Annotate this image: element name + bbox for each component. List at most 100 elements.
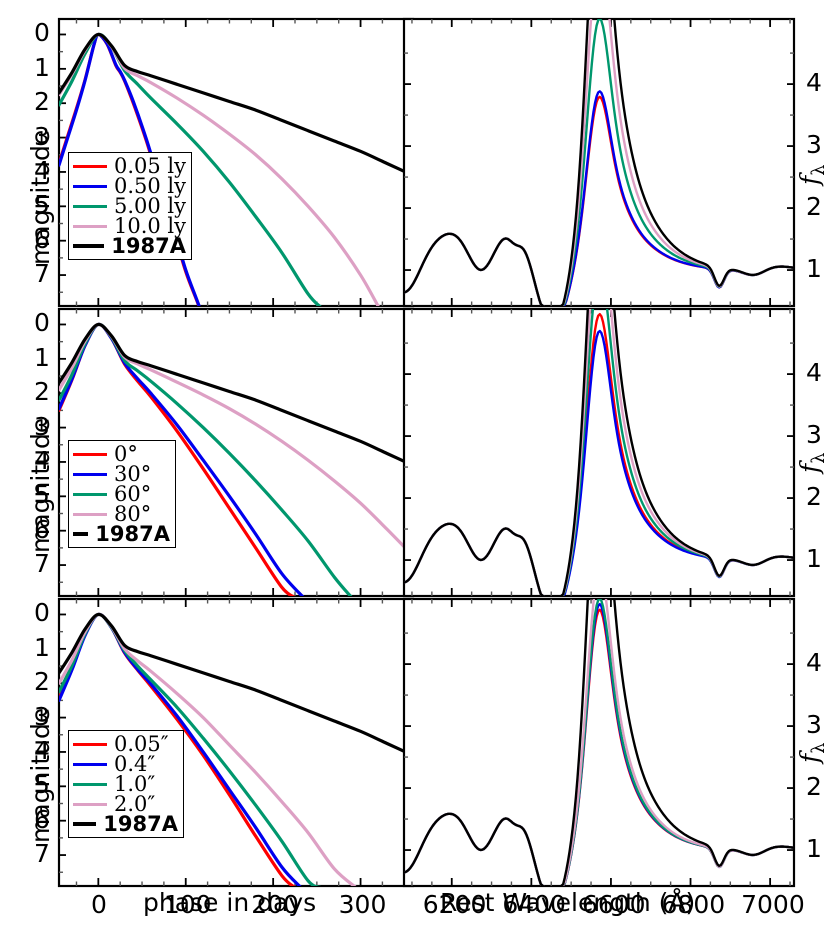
legend-entry-label: 0.4″ [114, 752, 156, 776]
right-y-tick-label: 3 [806, 130, 822, 160]
left-x-tick-label: 200 [251, 890, 299, 919]
left-y-tick-label: 5 [34, 190, 50, 220]
spectrum-column [402, 17, 796, 888]
left-y-tick-label: 4 [34, 445, 50, 475]
left-x-tick-label: 300 [338, 890, 387, 919]
legend-color-swatch [73, 802, 107, 806]
legend-entry-label: 2.0″ [114, 792, 156, 816]
left-y-tick-label: 1 [34, 52, 50, 82]
right-y-tick-label: 1 [806, 254, 822, 284]
right-y-tick-label: 4 [806, 648, 822, 678]
legend-color-swatch [73, 244, 105, 248]
legend-entry-label: 0° [114, 442, 138, 466]
left-x-axis-title: phase in days [143, 888, 317, 917]
left-y-tick-label: 1 [34, 632, 50, 662]
right-y-axis-title-2: fλ [795, 452, 829, 473]
legend-color-swatch [73, 822, 97, 826]
left-y-tick-label: 5 [34, 480, 50, 510]
left-y-tick-label: 3 [34, 701, 50, 731]
legend-color-swatch [73, 742, 107, 746]
right-y-tick-label: 4 [806, 358, 822, 388]
right-y-axis-title-3: fλ [795, 742, 829, 763]
legend-color-swatch [73, 452, 107, 456]
right-y-tick-label: 2 [806, 772, 822, 802]
left-y-tick-label: 5 [34, 770, 50, 800]
legend-color-swatch [73, 164, 107, 168]
left-x-tick-label: 100 [163, 890, 212, 919]
left-y-tick-label: 6 [34, 514, 50, 544]
legend-entry-label: 1.0″ [114, 772, 156, 796]
right-x-tick-label: 6800 [661, 890, 726, 919]
legend-panel-3: 0.05″ 0.4″ 1.0″ 2.0″ 1987A [68, 730, 184, 838]
legend-entry: 0° [73, 442, 170, 466]
legend-entry: 0.05″ [73, 732, 178, 756]
legend-entry-label: 5.00 ly [113, 194, 186, 218]
left-y-tick-label: 0 [34, 308, 50, 338]
legend-panel-2: 0° 30° 60° 80° 1987A [68, 440, 176, 548]
legend-color-swatch [73, 204, 107, 208]
legend-entry: 1.0″ [73, 772, 178, 796]
left-y-tick-label: 3 [34, 411, 50, 441]
left-y-tick-label: 2 [34, 87, 50, 117]
right-y-tick-label: 2 [806, 192, 822, 222]
legend-entry-label: 1987A [103, 812, 178, 836]
right-x-axis-title: Rest Wavelength (Å) [440, 888, 696, 917]
legend-panel-1: 0.05 ly 0.50 ly 5.00 ly 10.0 ly 1987A [68, 152, 192, 260]
legend-entry: 0.50 ly [73, 174, 186, 198]
legend-entry: 80° [73, 502, 170, 526]
right-y-tick-label: 3 [806, 420, 822, 450]
legend-entry-label: 30° [114, 462, 152, 486]
legend-entry: 60° [73, 482, 170, 506]
left-y-tick-label: 2 [34, 667, 50, 697]
legend-entry: 30° [73, 462, 170, 486]
left-y-tick-label: 4 [34, 735, 50, 765]
legend-color-swatch [73, 762, 107, 766]
right-x-tick-label: 6600 [581, 890, 646, 919]
left-y-tick-label: 3 [34, 121, 50, 151]
right-y-axis-title: fλ [795, 164, 829, 185]
legend-color-swatch [73, 492, 107, 496]
right-y-tick-label: 4 [806, 68, 822, 98]
right-y-tick-label: 1 [806, 834, 822, 864]
left-y-tick-label: 6 [34, 224, 50, 254]
legend-entry-label: 80° [114, 502, 152, 526]
legend-entry: 0.05 ly [73, 154, 186, 178]
left-y-tick-label: 1 [34, 342, 50, 372]
legend-color-swatch [73, 532, 89, 536]
legend-color-swatch [73, 782, 107, 786]
legend-entry-label: 1987A [95, 522, 170, 546]
light-curve-column [57, 17, 415, 888]
legend-color-swatch [73, 184, 107, 188]
legend-entry: 0.4″ [73, 752, 178, 776]
left-y-tick-label: 6 [34, 804, 50, 834]
left-y-tick-label: 0 [34, 18, 50, 48]
legend-entry-label: 1987A [111, 234, 186, 258]
right-y-tick-label: 1 [806, 544, 822, 574]
legend-entry-label: 0.05″ [114, 732, 169, 756]
left-y-tick-label: 4 [34, 155, 50, 185]
left-y-tick-label: 7 [34, 259, 50, 289]
legend-entry-label: 10.0 ly [113, 214, 186, 238]
right-y-tick-label: 3 [806, 710, 822, 740]
legend-entry: 1987A [73, 812, 178, 836]
legend-entry-label: 0.50 ly [113, 174, 186, 198]
legend-entry: 2.0″ [73, 792, 178, 816]
legend-color-swatch [73, 472, 107, 476]
right-x-tick-label: 6200 [422, 890, 487, 919]
legend-entry-label: 0.05 ly [113, 154, 186, 178]
legend-entry-label: 60° [114, 482, 152, 506]
legend-color-swatch [73, 224, 107, 228]
left-y-tick-label: 2 [34, 377, 50, 407]
legend-entry: 1987A [73, 522, 170, 546]
legend-entry: 10.0 ly [73, 214, 186, 238]
legend-color-swatch [73, 512, 107, 516]
legend-entry: 5.00 ly [73, 194, 186, 218]
right-y-tick-label: 2 [806, 482, 822, 512]
left-x-tick-label: 0 [91, 890, 107, 919]
left-y-tick-label: 0 [34, 598, 50, 628]
left-y-tick-label: 7 [34, 549, 50, 579]
legend-entry: 1987A [73, 234, 186, 258]
left-y-tick-label: 7 [34, 839, 50, 869]
right-x-tick-label: 6400 [502, 890, 566, 919]
